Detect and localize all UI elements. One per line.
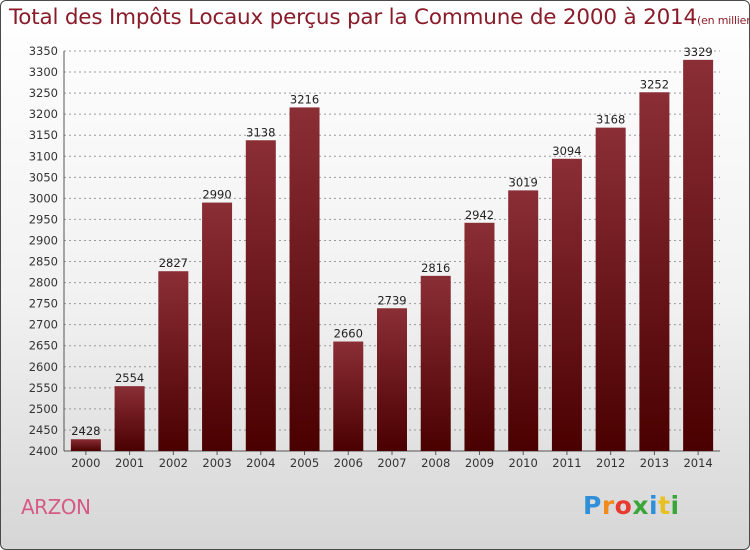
x-tick-label: 2010 xyxy=(509,456,538,470)
bar-2007 xyxy=(377,308,407,451)
data-label-2007: 2739 xyxy=(377,293,406,307)
data-labels: 2428 2554 2827 2990 3138 3216 2660 2739 2816 2942… xyxy=(71,45,713,438)
bar-2013 xyxy=(639,92,670,452)
bar-2001 xyxy=(114,386,145,451)
y-tick-label: 3100 xyxy=(29,149,58,163)
x-tick-label: 2002 xyxy=(159,456,188,470)
bar-2012 xyxy=(595,127,626,451)
bars xyxy=(70,59,714,452)
bar-2011 xyxy=(551,158,582,451)
y-tick-label: 2550 xyxy=(29,381,58,395)
data-label-2008: 2816 xyxy=(421,261,450,275)
y-tick-label: 2400 xyxy=(29,444,58,458)
data-label-2005: 3216 xyxy=(290,92,319,106)
bar-2003 xyxy=(202,202,233,451)
x-tick-label: 2014 xyxy=(683,456,712,470)
data-label-2004: 3138 xyxy=(246,125,275,139)
proxiti-logo[interactable]: Proxiti xyxy=(583,491,680,520)
logo-letter: t xyxy=(658,491,671,520)
y-tick-label: 3050 xyxy=(29,170,58,184)
logo-letter: P xyxy=(583,491,602,520)
bar-2008 xyxy=(420,275,451,451)
y-tick-label: 2450 xyxy=(29,423,58,437)
bar-2005 xyxy=(289,107,320,451)
bar-2004 xyxy=(245,140,276,451)
x-tick-label: 2011 xyxy=(552,456,581,470)
y-tick-label: 2800 xyxy=(29,276,58,290)
data-label-2002: 2827 xyxy=(159,256,188,270)
axes: 2400 2450 2500 2550 2600 2650 2700 2750 2800 2850… xyxy=(29,44,720,470)
x-tick-label: 2006 xyxy=(334,456,363,470)
y-tick-label: 2700 xyxy=(29,318,58,332)
data-label-2000: 2428 xyxy=(71,424,100,438)
y-tick-label: 2950 xyxy=(29,212,58,226)
bar-2006 xyxy=(333,341,364,451)
chart-title: Total des Impôts Locaux perçus par la Co… xyxy=(9,5,749,30)
y-tick-label: 3200 xyxy=(29,107,58,121)
bar-2002 xyxy=(158,271,189,451)
y-tick-label: 3000 xyxy=(29,191,58,205)
y-tick-label: 2850 xyxy=(29,255,58,269)
y-tick-label: 3250 xyxy=(29,86,58,100)
x-tick-label: 2008 xyxy=(421,456,450,470)
y-tick-label: 2750 xyxy=(29,297,58,311)
data-label-2006: 2660 xyxy=(334,327,363,341)
logo-letter: i xyxy=(649,491,659,520)
x-tick-label: 2013 xyxy=(640,456,669,470)
data-label-2013: 3252 xyxy=(640,77,669,91)
x-tick-label: 2001 xyxy=(115,456,144,470)
data-label-2011: 3094 xyxy=(552,144,581,158)
y-tick-label: 3300 xyxy=(29,65,58,79)
x-tick-label: 2003 xyxy=(202,456,231,470)
chart-title-text: Total des Impôts Locaux perçus par la Co… xyxy=(9,5,697,30)
y-tick-label: 2900 xyxy=(29,233,58,247)
logo-letter: x xyxy=(632,491,649,520)
data-label-2001: 2554 xyxy=(115,371,144,385)
y-tick-label: 3350 xyxy=(29,44,58,58)
x-tick-label: 2007 xyxy=(377,456,406,470)
x-tick-label: 2000 xyxy=(71,456,100,470)
commune-name: ARZON xyxy=(21,495,91,519)
data-label-2012: 3168 xyxy=(596,113,625,127)
bar-2009 xyxy=(464,222,495,451)
bar-2010 xyxy=(508,190,539,452)
logo-letter: o xyxy=(614,491,633,520)
y-tick-label: 2600 xyxy=(29,360,58,374)
chart-subtitle: (en milliers d'€) xyxy=(697,14,749,27)
data-label-2010: 3019 xyxy=(509,175,538,189)
data-label-2014: 3329 xyxy=(683,45,712,59)
logo-letter: r xyxy=(601,491,615,520)
bar-2014 xyxy=(683,59,714,452)
y-tick-label: 2650 xyxy=(29,339,58,353)
data-label-2003: 2990 xyxy=(202,188,231,202)
y-tick-label: 2500 xyxy=(29,402,58,416)
bar-2000 xyxy=(70,439,101,451)
x-tick-label: 2005 xyxy=(290,456,319,470)
logo-letter: i xyxy=(670,491,680,520)
data-label-2009: 2942 xyxy=(465,208,494,222)
x-tick-label: 2012 xyxy=(596,456,625,470)
x-tick-label: 2004 xyxy=(246,456,275,470)
x-tick-label: 2009 xyxy=(465,456,494,470)
y-tick-label: 3150 xyxy=(29,128,58,142)
